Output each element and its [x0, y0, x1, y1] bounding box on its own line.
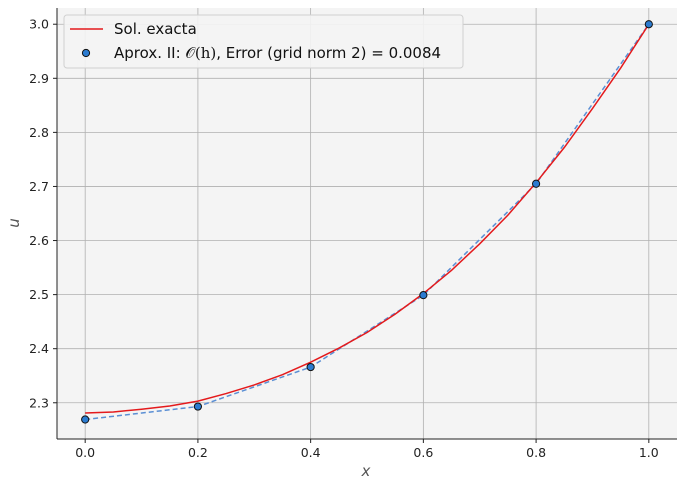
approx-dashed-line	[85, 23, 650, 421]
legend-approx-label: Aprox. II: 𝒪(h), Error (grid norm 2) = 0…	[114, 44, 441, 62]
series-layer	[81, 20, 653, 424]
exact-solution-line	[85, 23, 650, 414]
plot-background	[57, 8, 677, 439]
x-tick-label: 0.4	[301, 445, 321, 460]
y-tick-label: 2.7	[29, 179, 49, 194]
x-tick-label: 0.0	[75, 445, 95, 460]
y-axis-label: u	[5, 218, 23, 228]
x-axis-label: x	[361, 462, 371, 480]
y-tick-label: 2.3	[29, 395, 49, 410]
x-tick-label: 0.8	[526, 445, 546, 460]
y-tick-label: 2.5	[29, 287, 49, 302]
legend-approx-marker	[81, 48, 91, 58]
approx-markers	[81, 20, 653, 424]
approx-point	[644, 20, 653, 29]
x-tick-label: 0.6	[413, 445, 433, 460]
legend-approx-prefix: Aprox. II:	[114, 44, 185, 62]
legend-exact-label: Sol. exacta	[114, 20, 197, 38]
x-tick-label: 0.2	[188, 445, 208, 460]
legend-box	[63, 14, 464, 69]
approx-point	[306, 362, 315, 372]
y-tick-label: 2.4	[29, 341, 49, 356]
y-tick-label: 2.9	[29, 71, 49, 86]
legend: Sol. exacta Aprox. II: 𝒪(h), Error (grid…	[63, 14, 464, 69]
approx-point	[531, 179, 541, 188]
approx-point	[81, 415, 90, 424]
y-tick-label: 3.0	[29, 17, 49, 32]
y-tick-label: 2.8	[29, 125, 49, 140]
y-ticks: 2.3 2.4 2.5 2.6 2.7 2.8 2.9 3.0	[29, 17, 57, 410]
x-tick-label: 1.0	[639, 445, 659, 460]
x-ticks: 0.0 0.2 0.4 0.6 0.8 1.0	[75, 439, 659, 460]
approx-point	[419, 291, 428, 300]
legend-approx-suffix: , Error (grid norm 2) = 0.0084	[216, 44, 441, 62]
legend-approx-order: 𝒪(h)	[185, 44, 216, 62]
y-tick-label: 2.6	[29, 233, 49, 248]
approx-point	[193, 402, 203, 411]
